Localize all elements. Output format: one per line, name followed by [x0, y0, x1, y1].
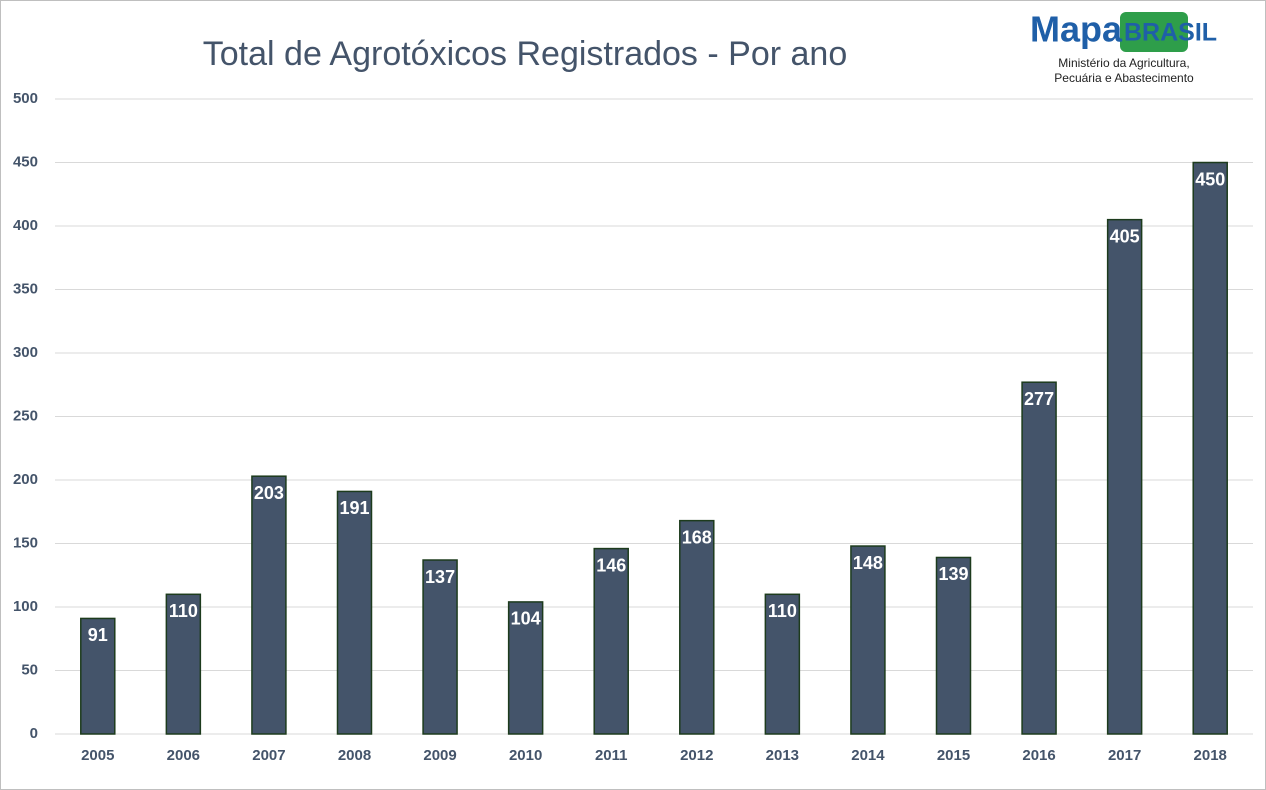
bar — [1106, 218, 1143, 735]
value-label: 450 — [1195, 169, 1225, 189]
x-tick-label: 2006 — [167, 747, 200, 764]
x-tick-label: 2013 — [766, 747, 799, 764]
y-tick-label: 50 — [21, 661, 38, 678]
value-label: 203 — [254, 483, 284, 503]
x-tick-label: 2017 — [1108, 747, 1141, 764]
bar — [1021, 381, 1057, 735]
x-tick-label: 2005 — [81, 747, 114, 764]
y-tick-label: 250 — [13, 407, 38, 424]
value-label: 191 — [339, 498, 369, 518]
x-tick-label: 2012 — [680, 747, 713, 764]
x-tick-label: 2009 — [423, 747, 456, 764]
x-tick-label: 2014 — [851, 747, 885, 764]
bar — [850, 545, 886, 735]
value-label: 137 — [425, 567, 455, 587]
bar — [422, 559, 458, 735]
logo: Mapa BRASIL Ministério da Agricultura, P… — [1030, 9, 1217, 86]
y-tick-label: 300 — [13, 344, 38, 361]
value-label: 110 — [169, 601, 198, 621]
logo-badge — [1120, 12, 1188, 52]
y-tick-label: 0 — [30, 725, 38, 742]
logo-subtitle: Pecuária e Abastecimento — [1054, 71, 1194, 85]
y-tick-label: 500 — [13, 90, 38, 107]
bar — [80, 617, 116, 735]
y-tick-label: 200 — [13, 471, 38, 488]
logo-brand: BRASIL — [1124, 19, 1217, 47]
bar — [1192, 161, 1228, 735]
value-label: 148 — [853, 553, 883, 573]
y-tick-label: 350 — [13, 280, 38, 297]
value-label: 146 — [596, 555, 626, 575]
bar — [336, 490, 373, 735]
bar — [165, 593, 202, 735]
value-label: 91 — [88, 625, 108, 645]
value-label: 405 — [1110, 226, 1140, 246]
value-label: 110 — [768, 601, 797, 621]
value-label: 139 — [938, 564, 968, 584]
y-tick-label: 100 — [13, 598, 38, 615]
bar — [679, 519, 715, 735]
x-tick-label: 2018 — [1194, 747, 1227, 764]
logo-name: Mapa — [1030, 9, 1123, 50]
bar — [507, 601, 544, 735]
y-tick-label: 400 — [13, 217, 38, 234]
x-tick-label: 2015 — [937, 747, 970, 764]
x-tick-label: 2010 — [509, 747, 542, 764]
y-tick-label: 150 — [13, 534, 38, 551]
bar — [764, 593, 801, 735]
value-label: 104 — [511, 609, 541, 629]
value-label: 168 — [682, 527, 712, 547]
y-tick-label: 450 — [13, 153, 38, 170]
x-tick-label: 2011 — [595, 747, 628, 764]
value-label: 277 — [1024, 389, 1054, 409]
x-tick-label: 2007 — [252, 747, 285, 764]
x-tick-label: 2008 — [338, 747, 371, 764]
chart-title: Total de Agrotóxicos Registrados - Por a… — [203, 35, 847, 73]
x-tick-label: 2016 — [1022, 747, 1055, 764]
bar — [935, 556, 972, 735]
bar — [251, 475, 287, 735]
bar — [593, 547, 629, 735]
logo-subtitle: Ministério da Agricultura, — [1058, 56, 1189, 70]
